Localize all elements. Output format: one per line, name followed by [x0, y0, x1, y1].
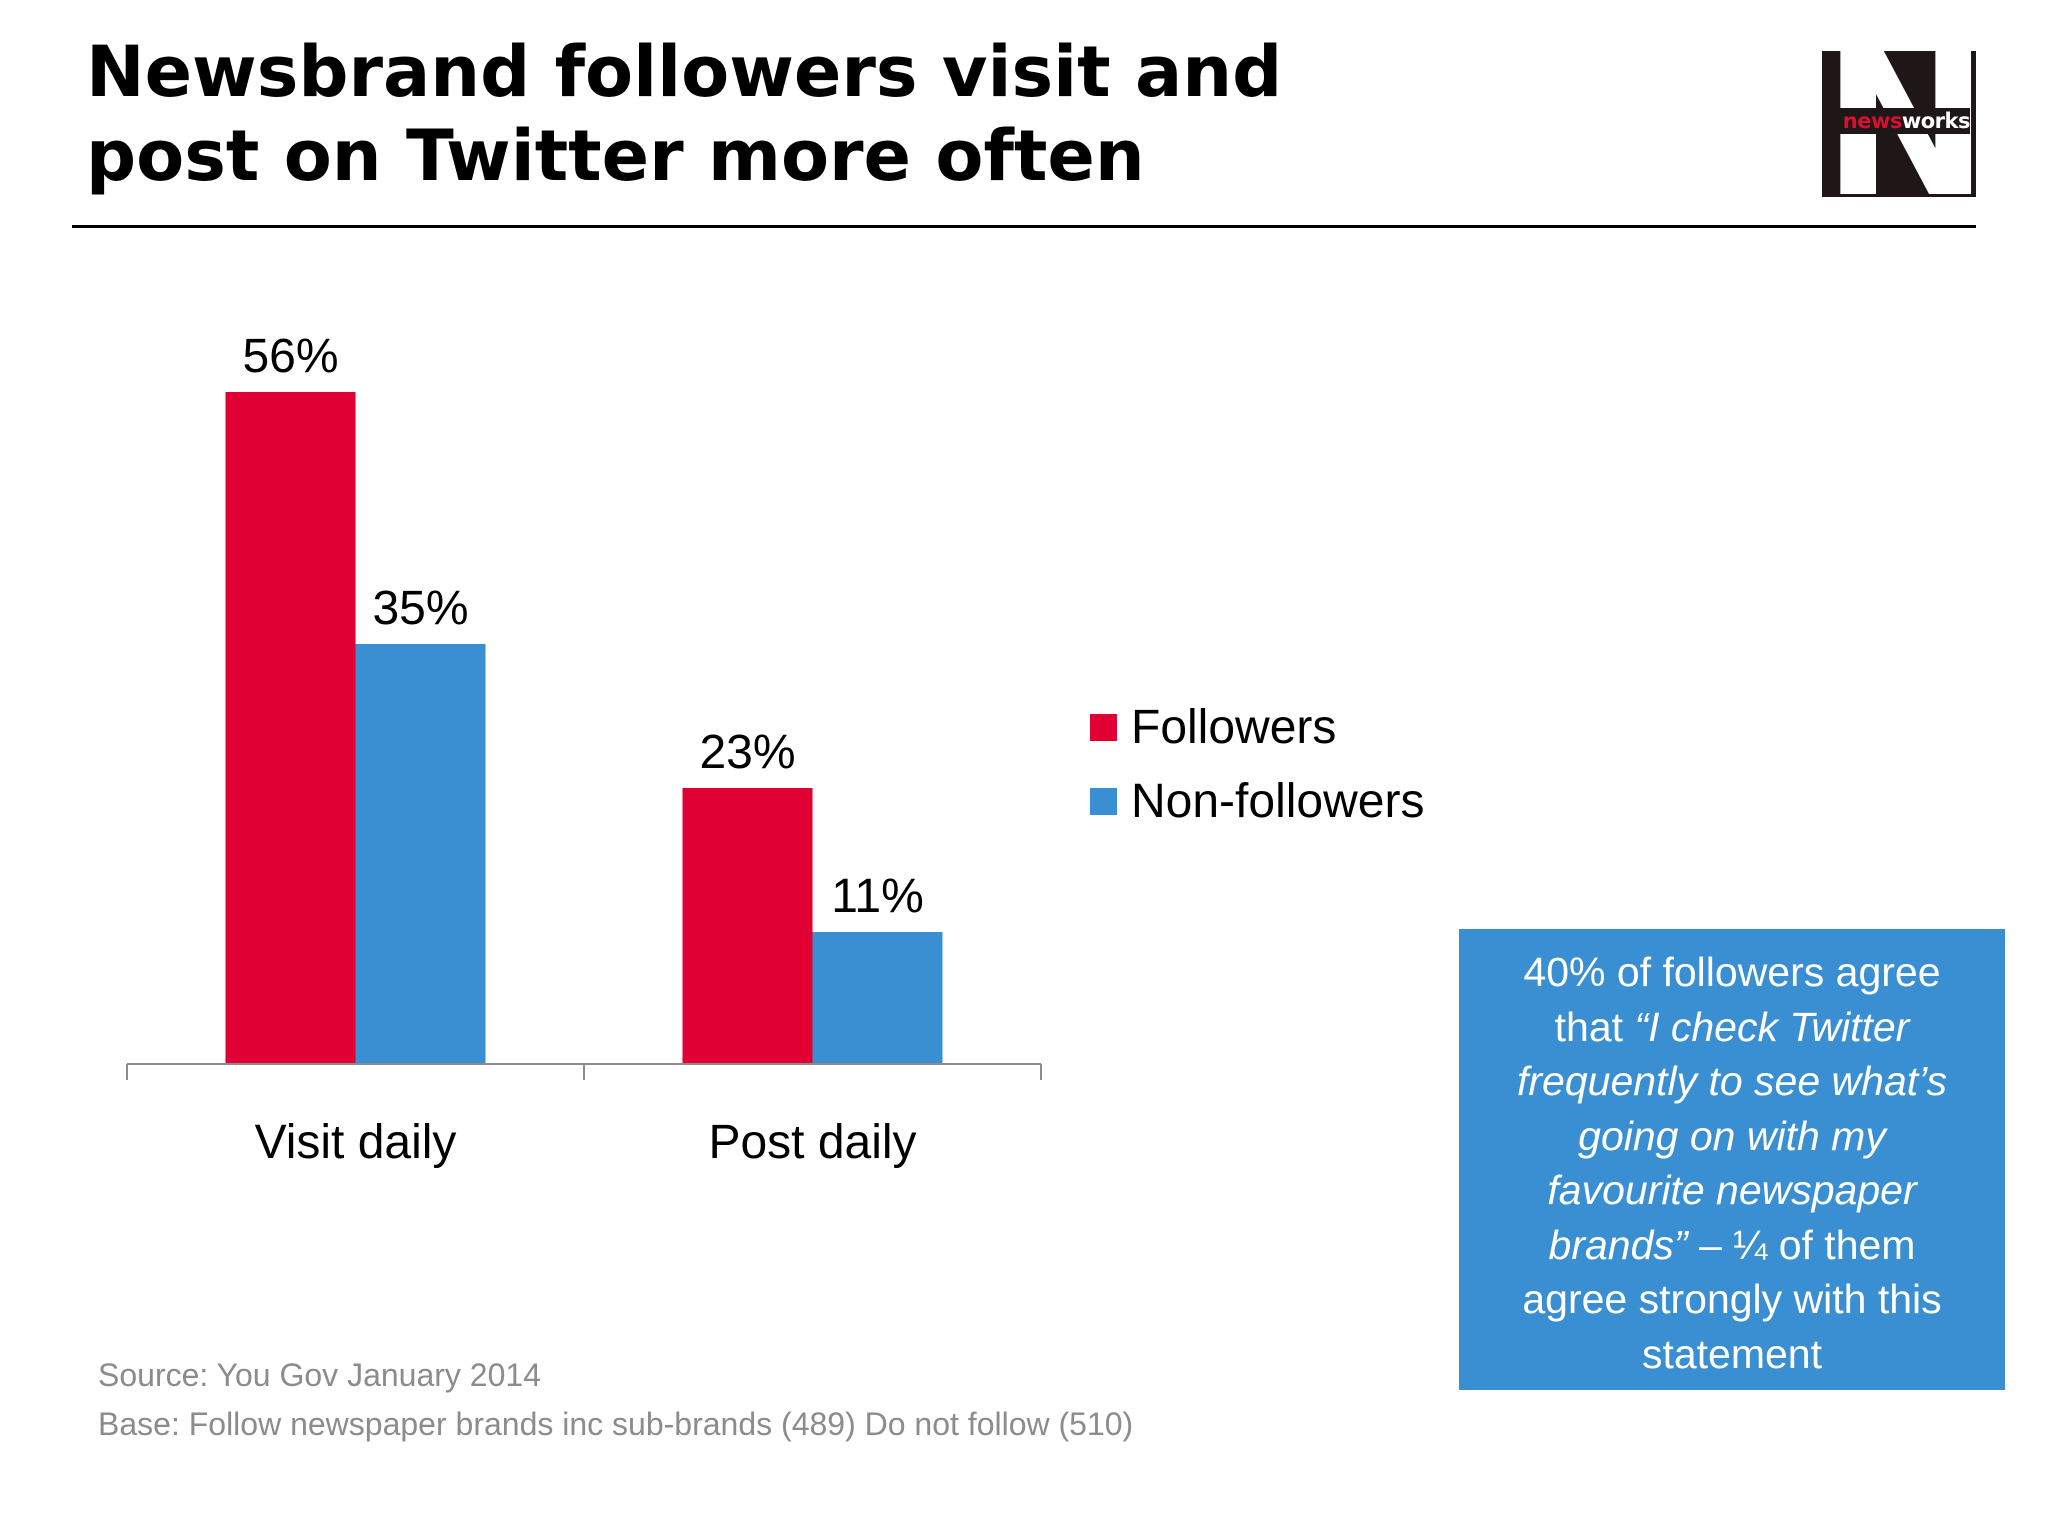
- callout-quote: frequently to see what’s: [1517, 1058, 1947, 1104]
- data-label: 35%: [372, 582, 468, 635]
- callout-quote: going on with my: [1578, 1112, 1886, 1159]
- category-label: Post daily: [708, 1116, 916, 1169]
- callout-line: favourite newspaper: [1477, 1163, 1987, 1218]
- quote-callout-box: 40% of followers agree that “I check Twi…: [1459, 929, 2005, 1390]
- callout-quote: brands”: [1548, 1221, 1688, 1268]
- callout-text: – ¼ of them: [1687, 1221, 1916, 1268]
- callout-text: that: [1554, 1003, 1635, 1050]
- base-note: Base: Follow newspaper brands inc sub-br…: [98, 1406, 1134, 1442]
- legend-label-non-followers: Non-followers: [1131, 774, 1425, 828]
- legend-swatch-followers: [1090, 713, 1117, 741]
- logo-word-news: news: [1842, 109, 1903, 133]
- legend-item-followers: Followers: [1090, 690, 1424, 764]
- title-line-2: post on Twitter more often: [86, 115, 1145, 197]
- legend-label-followers: Followers: [1131, 700, 1337, 754]
- data-label: 23%: [699, 726, 795, 779]
- data-label: 56%: [242, 330, 338, 383]
- logo-word-works: works: [1901, 109, 1971, 133]
- bar-non-followers-0: [355, 644, 486, 1064]
- title-line-1: Newsbrand followers visit and: [86, 31, 1283, 113]
- logo-wordmark: newsworks: [1830, 108, 1971, 134]
- callout-line: frequently to see what’s: [1477, 1054, 1987, 1109]
- bar-followers-1: [682, 788, 813, 1064]
- callout-line: 40% of followers agree: [1523, 949, 1941, 995]
- bar-chart: 56% 35% Visit daily 23% 11% Post daily: [126, 330, 1042, 1169]
- category-label: Visit daily: [255, 1116, 457, 1169]
- chart-legend: Followers Non-followers: [1090, 690, 1424, 838]
- data-label: 11%: [831, 870, 924, 923]
- callout-line: that “I check Twitter: [1477, 1000, 1987, 1055]
- callout-line: brands” – ¼ of them: [1477, 1218, 1987, 1273]
- legend-swatch-non-followers: [1090, 787, 1117, 815]
- callout-quote: favourite newspaper: [1547, 1167, 1917, 1213]
- bar-non-followers-1: [812, 932, 943, 1064]
- legend-item-non-followers: Non-followers: [1090, 764, 1424, 838]
- callout-line: statement: [1641, 1330, 1823, 1377]
- callout-quote: “I check Twitter: [1634, 1003, 1910, 1050]
- callout-line: agree strongly with this: [1522, 1276, 1942, 1322]
- source-note: Source: You Gov January 2014: [98, 1357, 541, 1393]
- bar-followers-0: [225, 392, 356, 1064]
- slide-title: Newsbrand followers visit and post on Tw…: [86, 30, 1406, 198]
- newsworks-logo: N newsworks: [1822, 51, 1976, 197]
- callout-line: going on with my: [1477, 1109, 1987, 1164]
- title-divider: [72, 225, 1976, 228]
